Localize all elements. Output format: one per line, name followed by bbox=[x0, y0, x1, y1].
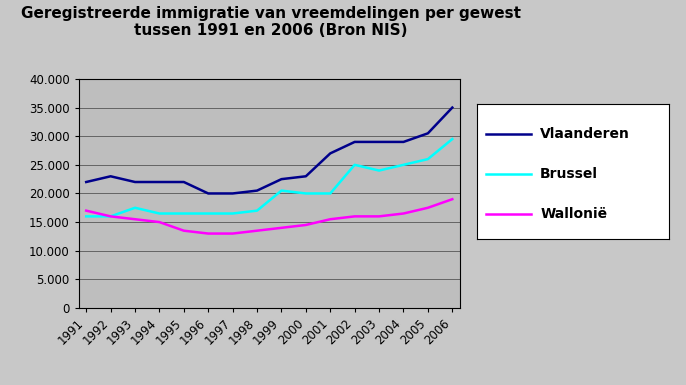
Text: Wallonië: Wallonië bbox=[540, 208, 607, 221]
Text: Brussel: Brussel bbox=[540, 167, 598, 181]
Text: Geregistreerde immigratie van vreemdelingen per gewest
tussen 1991 en 2006 (Bron: Geregistreerde immigratie van vreemdelin… bbox=[21, 6, 521, 38]
Text: Vlaanderen: Vlaanderen bbox=[540, 127, 630, 141]
